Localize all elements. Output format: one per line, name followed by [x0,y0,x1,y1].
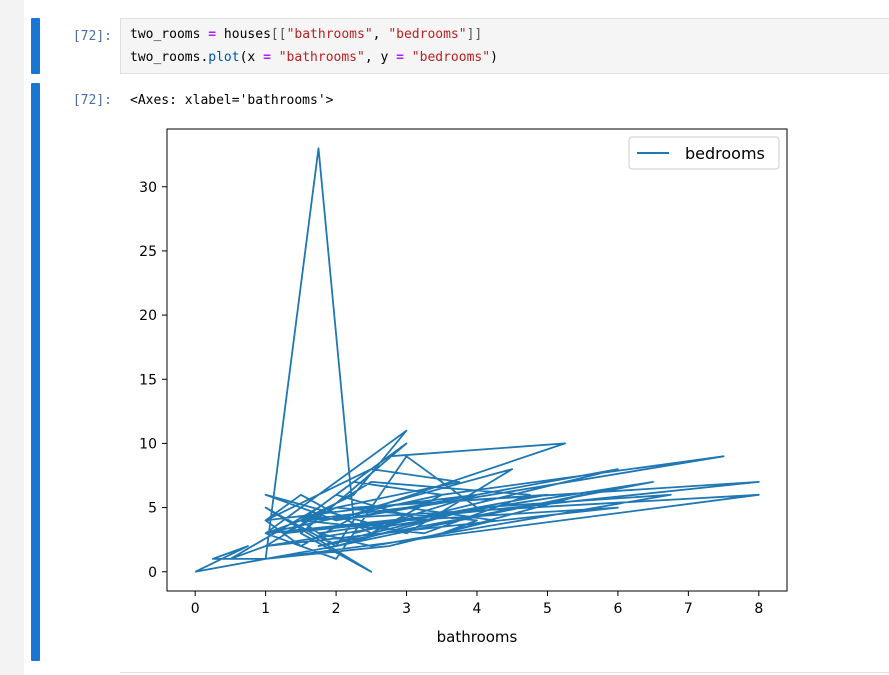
code-editor[interactable]: two_rooms = houses[["bathrooms", "bedroo… [120,18,889,74]
legend: bedrooms [628,136,780,170]
code-token: two_rooms. [130,50,209,65]
x-tick-label: 8 [754,601,763,617]
code-token: houses [216,27,271,42]
code-token: ) [490,50,498,65]
input-cell-collapser[interactable] [31,18,40,74]
x-tick-label: 0 [191,601,200,617]
x-axis-label: bathrooms [437,628,518,646]
series-layer [194,147,760,573]
y-axis: 0 5 10 15 20 25 30 [139,180,167,581]
code-token: ]] [466,27,483,42]
y-tick-label: 30 [139,180,157,196]
output-cell-collapser[interactable] [31,83,40,661]
x-tick-label: 4 [473,601,482,617]
x-axis: 0 1 2 3 4 5 6 7 8 [191,591,763,617]
series-line-bedrooms [194,147,760,573]
code-token: "bedrooms" [388,27,467,42]
left-gutter [0,0,24,675]
cell-divider [120,672,889,673]
code-token: (x [239,50,264,65]
code-token: "bedrooms" [411,50,491,65]
code-line-1: two_rooms = houses[["bathrooms", "bedroo… [130,27,482,42]
code-token: = [396,50,404,65]
y-tick-label: 5 [148,501,157,517]
x-tick-label: 3 [402,601,411,617]
code-token: "bathrooms" [286,27,373,42]
code-token: , y [364,50,397,65]
output-repr: <Axes: xlabel='bathrooms'> [130,93,334,108]
code-token: = [208,27,217,42]
plot-area [166,128,788,592]
y-tick-label: 0 [148,565,157,581]
input-prompt: [72]: [72,29,112,44]
legend-box [628,136,780,170]
output-prompt: [72]: [72,93,112,108]
y-tick-label: 10 [139,436,157,452]
x-tick-label: 7 [684,601,693,617]
x-tick-label: 6 [613,601,622,617]
y-tick-label: 25 [139,244,157,260]
code-token: plot [208,50,240,65]
code-token: two_rooms [130,27,209,42]
code-line-2: two_rooms.plot(x = "bathrooms", y = "bed… [130,50,498,65]
code-token: , [372,27,389,42]
x-tick-label: 2 [332,601,341,617]
code-token: [[ [270,27,287,42]
y-tick-label: 15 [139,372,157,388]
code-token: "bathrooms" [278,50,365,65]
code-token: = [263,50,271,65]
y-tick-label: 20 [139,308,157,324]
x-tick-label: 1 [261,601,270,617]
x-tick-label: 5 [543,601,552,617]
legend-label: bedrooms [685,144,765,163]
